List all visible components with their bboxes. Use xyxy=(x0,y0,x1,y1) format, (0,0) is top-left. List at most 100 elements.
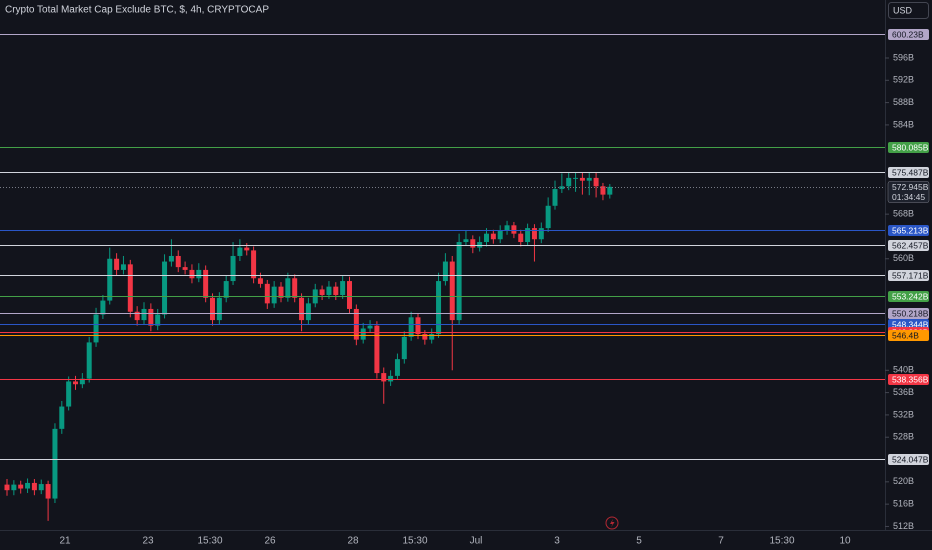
x-tick-label: 23 xyxy=(142,536,154,547)
candle-body xyxy=(415,317,421,335)
candle-body xyxy=(141,308,147,321)
candle-body xyxy=(52,428,58,499)
candle-body xyxy=(134,311,140,321)
candle-body xyxy=(429,334,435,340)
x-tick-label: 15:30 xyxy=(769,536,794,547)
level-label: 575.487B xyxy=(892,167,929,177)
current-price-box xyxy=(887,181,930,203)
candle-body xyxy=(237,247,243,256)
lightning-bolt xyxy=(610,519,615,528)
x-tick-label: 15:30 xyxy=(197,536,222,547)
x-tick-label: 26 xyxy=(264,536,276,547)
candle-body xyxy=(477,242,483,248)
candle-body xyxy=(244,247,250,251)
currency-button[interactable] xyxy=(888,2,929,19)
x-tick-label: 7 xyxy=(718,536,724,547)
y-tick-label: 588B xyxy=(893,97,914,107)
level-label: 538.356B xyxy=(892,374,929,384)
candle-body xyxy=(271,286,277,304)
y-tick-label: 560B xyxy=(893,253,914,263)
candle-body xyxy=(25,482,31,489)
candle-body xyxy=(484,233,489,243)
candle-body xyxy=(319,289,325,296)
candle-body xyxy=(436,281,442,335)
y-tick-label: 568B xyxy=(893,209,914,219)
level-label-box xyxy=(888,167,929,178)
candle-body xyxy=(210,297,215,321)
candle-body xyxy=(401,336,407,360)
candle-body xyxy=(381,373,387,382)
candle-body xyxy=(86,342,92,379)
level-label: 565.213B xyxy=(892,225,929,235)
candle-body xyxy=(333,286,339,296)
candle-body xyxy=(251,250,257,279)
candle-body xyxy=(196,269,202,279)
candle-body xyxy=(511,225,517,234)
level-label-box xyxy=(888,29,929,40)
y-tick-label: 520B xyxy=(893,476,914,486)
candle-body xyxy=(38,484,44,491)
level-label: 550.218B xyxy=(892,308,929,318)
candle-body xyxy=(586,177,592,181)
candle-body xyxy=(449,261,455,321)
candle-body xyxy=(388,375,394,382)
candle-body xyxy=(100,300,106,315)
x-tick-label: Jul xyxy=(470,536,483,547)
candle-body xyxy=(600,186,606,195)
level-label-box xyxy=(888,240,929,251)
candle-body xyxy=(107,258,113,301)
candle-body xyxy=(326,286,332,296)
lightning-icon[interactable] xyxy=(605,516,619,530)
candle-body xyxy=(463,239,469,243)
level-label-box xyxy=(888,308,929,319)
level-label-box xyxy=(888,374,929,385)
countdown-label: 01:34:45 xyxy=(892,192,925,202)
level-label: 562.457B xyxy=(892,240,929,250)
candle-body xyxy=(4,484,10,491)
level-label: 548.344B xyxy=(892,319,929,329)
candle-body xyxy=(278,286,284,298)
candle-body xyxy=(168,255,174,262)
level-label-box xyxy=(888,454,929,465)
level-label: 553.242B xyxy=(892,291,929,301)
currency-label[interactable]: USD xyxy=(893,5,913,15)
candle-body xyxy=(45,484,51,499)
candle-body xyxy=(422,334,428,340)
candle-body xyxy=(155,314,161,326)
candle-body xyxy=(545,205,551,229)
candle-body xyxy=(552,189,558,206)
candle-body xyxy=(66,381,72,407)
y-tick-label: 528B xyxy=(893,432,914,442)
candle-body xyxy=(470,239,476,248)
candle-body xyxy=(182,267,188,270)
candle-body xyxy=(566,177,572,187)
candle-body xyxy=(347,281,352,309)
candle-body xyxy=(573,177,579,179)
y-tick-label: 536B xyxy=(893,387,914,397)
candle-body xyxy=(299,297,305,321)
x-tick-label: 15:30 xyxy=(402,536,427,547)
candle-body xyxy=(442,261,448,282)
level-label: 580.085B xyxy=(892,142,929,152)
candle-body xyxy=(525,228,531,243)
candle-body xyxy=(79,378,85,385)
candle-body xyxy=(456,242,462,321)
y-tick-label: 532B xyxy=(893,409,914,419)
candle-body xyxy=(504,225,510,231)
level-label-box xyxy=(888,291,929,302)
candle-body xyxy=(264,283,270,304)
current-price-label: 572.945B xyxy=(892,182,929,192)
candle-body xyxy=(93,314,99,343)
x-tick-label: 3 xyxy=(554,536,560,547)
level-label: 546.4B xyxy=(892,330,919,340)
candle-body xyxy=(394,359,400,376)
candle-body xyxy=(175,255,181,268)
level-label: 600.23B xyxy=(892,29,924,39)
candle-body xyxy=(367,325,373,329)
candle-body xyxy=(148,308,154,326)
candle-body xyxy=(114,258,120,270)
candle-body xyxy=(31,482,37,491)
candle-body xyxy=(340,281,346,296)
candle-body xyxy=(257,278,263,284)
